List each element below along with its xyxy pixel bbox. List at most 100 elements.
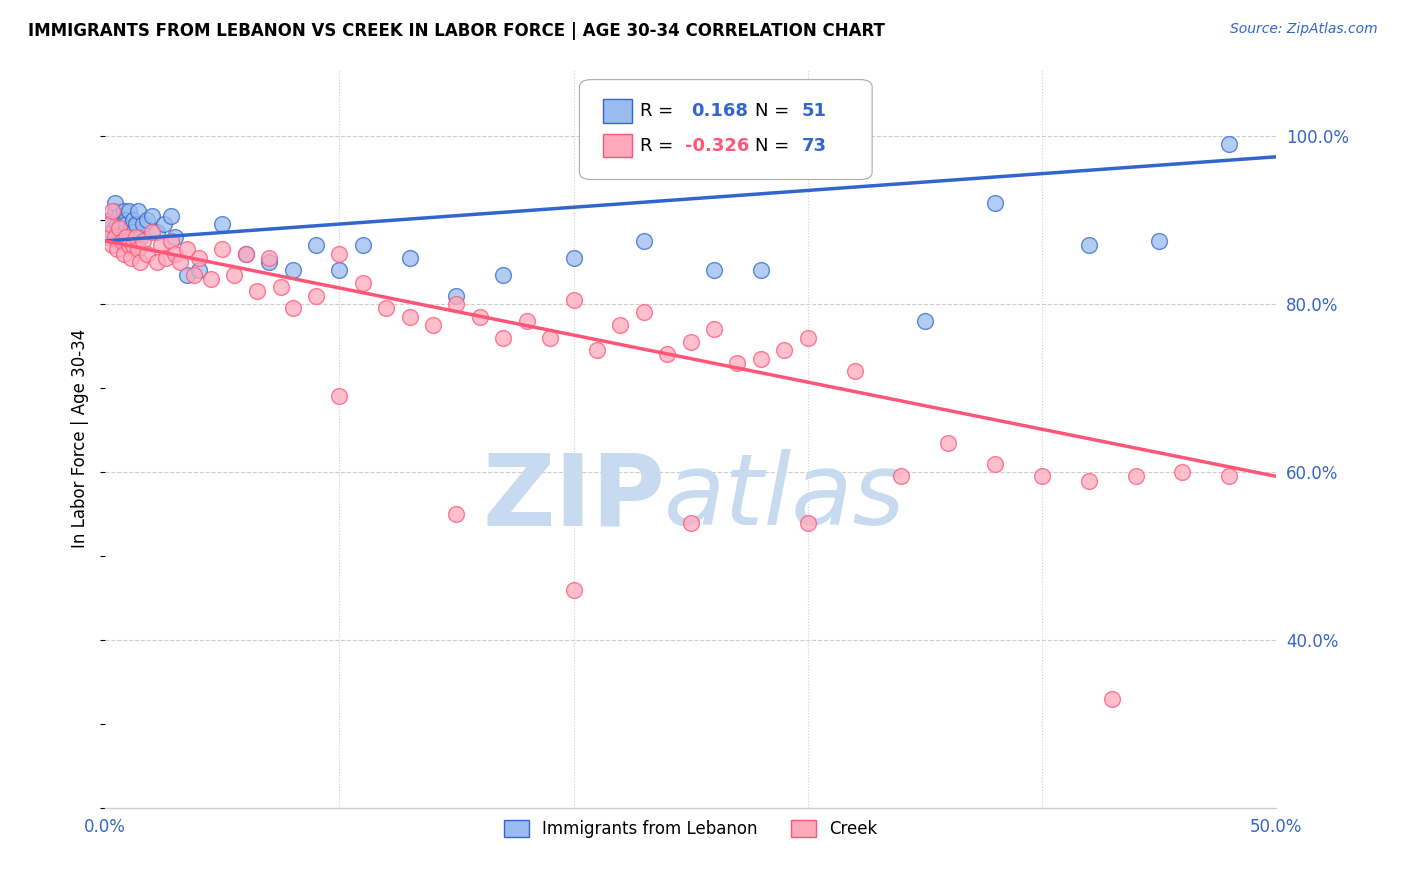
Point <box>117 204 139 219</box>
Point <box>703 263 725 277</box>
Text: IMMIGRANTS FROM LEBANON VS CREEK IN LABOR FORCE | AGE 30-34 CORRELATION CHART: IMMIGRANTS FROM LEBANON VS CREEK IN LABO… <box>28 22 884 40</box>
Point <box>101 204 124 219</box>
Point <box>703 322 725 336</box>
Point <box>257 255 280 269</box>
Point <box>117 238 139 252</box>
Text: atlas: atlas <box>664 450 905 546</box>
Point <box>101 226 124 240</box>
Point <box>131 217 153 231</box>
Point <box>112 246 135 260</box>
Point <box>446 507 468 521</box>
Point <box>657 347 679 361</box>
Point <box>749 351 772 366</box>
Point <box>122 212 145 227</box>
Point <box>108 221 131 235</box>
Point <box>352 238 374 252</box>
Point <box>222 268 245 282</box>
Text: -0.326: -0.326 <box>685 137 749 155</box>
Point <box>727 356 749 370</box>
Point <box>516 314 538 328</box>
Point <box>328 389 350 403</box>
Point <box>890 469 912 483</box>
Point <box>328 246 350 260</box>
Point <box>176 242 198 256</box>
Point <box>124 217 146 231</box>
Point <box>159 234 181 248</box>
Point <box>984 457 1007 471</box>
Point <box>122 238 145 252</box>
Point <box>446 288 468 302</box>
Point <box>796 516 818 530</box>
Point <box>562 293 585 307</box>
Point <box>101 238 124 252</box>
Point <box>183 268 205 282</box>
Point <box>328 263 350 277</box>
Point <box>187 263 209 277</box>
Point <box>103 196 125 211</box>
Point <box>98 212 121 227</box>
Point <box>152 217 174 231</box>
Point <box>305 238 328 252</box>
Point <box>141 226 163 240</box>
Point <box>122 226 145 240</box>
Point <box>124 229 146 244</box>
Point <box>1147 234 1170 248</box>
Point <box>103 204 125 219</box>
Text: 0.168: 0.168 <box>690 102 748 120</box>
Point <box>211 242 233 256</box>
Point <box>110 229 132 244</box>
Point <box>586 343 609 358</box>
Point <box>352 276 374 290</box>
Text: N =: N = <box>755 102 789 120</box>
Text: R =: R = <box>640 137 673 155</box>
Point <box>96 229 118 244</box>
Point <box>129 255 152 269</box>
Point <box>773 343 796 358</box>
Point <box>1218 469 1240 483</box>
Point <box>150 238 173 252</box>
Point <box>112 204 135 219</box>
Point <box>115 212 138 227</box>
Point <box>305 288 328 302</box>
Point <box>155 251 177 265</box>
Point <box>749 263 772 277</box>
Y-axis label: In Labor Force | Age 30-34: In Labor Force | Age 30-34 <box>72 329 89 548</box>
Point <box>270 280 292 294</box>
Point <box>187 251 209 265</box>
Point <box>235 246 257 260</box>
Bar <box>603 99 633 122</box>
Point <box>633 305 655 319</box>
Point <box>159 209 181 223</box>
Point <box>562 251 585 265</box>
Point <box>165 246 187 260</box>
Bar <box>603 134 633 157</box>
Point <box>468 310 491 324</box>
Point <box>105 242 128 256</box>
Point <box>1171 465 1194 479</box>
Point <box>127 242 149 256</box>
Point <box>984 196 1007 211</box>
Point <box>145 255 167 269</box>
Legend: Immigrants from Lebanon, Creek: Immigrants from Lebanon, Creek <box>498 813 884 845</box>
Point <box>1077 474 1099 488</box>
Point <box>105 217 128 231</box>
Point <box>165 229 187 244</box>
Point <box>110 234 132 248</box>
Point <box>1101 692 1123 706</box>
Point <box>257 251 280 265</box>
Point <box>398 310 420 324</box>
Point <box>211 217 233 231</box>
Text: 51: 51 <box>801 102 827 120</box>
Point <box>609 318 631 332</box>
Point <box>136 212 159 227</box>
Point <box>115 217 138 231</box>
Point <box>844 364 866 378</box>
Point <box>235 246 257 260</box>
Text: R =: R = <box>640 102 673 120</box>
Point <box>446 297 468 311</box>
Point <box>1077 238 1099 252</box>
Point <box>129 229 152 244</box>
Point <box>1218 137 1240 152</box>
Point <box>145 226 167 240</box>
Point <box>112 226 135 240</box>
